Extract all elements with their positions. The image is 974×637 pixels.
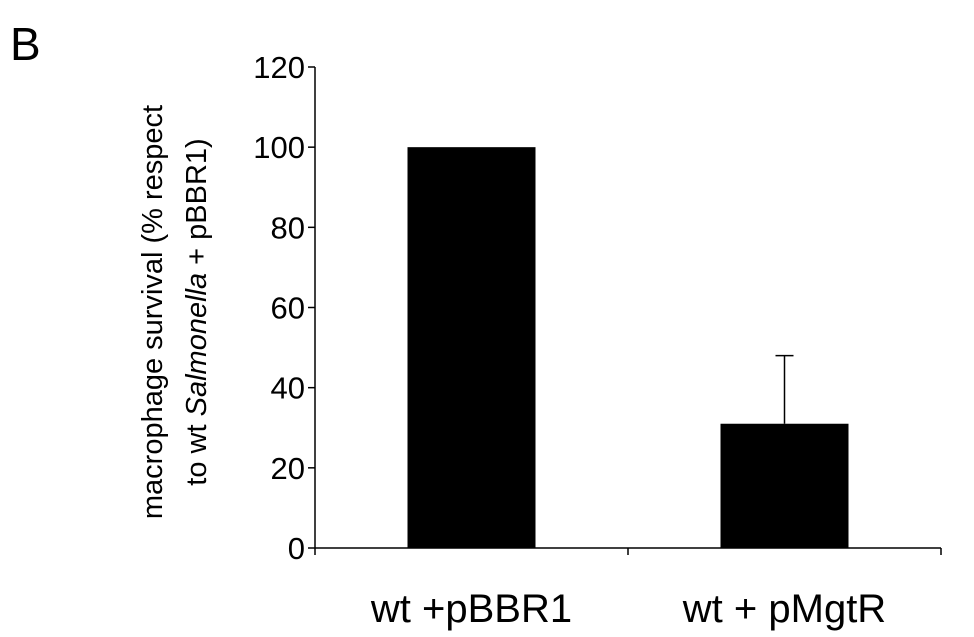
y-axis-title: macrophage survival (% respect to wt Sal…: [137, 105, 213, 519]
y-tick-label: 20: [271, 451, 305, 486]
y-tick-label: 80: [271, 210, 305, 245]
plot-area: 0 20 40 60 80 100 120 wt +pBBR1 wt + pMgtR: [253, 50, 942, 631]
x-category-label: wt + pMgtR: [682, 587, 886, 631]
y-tick-label: 120: [253, 50, 305, 85]
bar: [407, 147, 536, 548]
y-tick-label: 60: [271, 291, 305, 326]
y-tick-label: 100: [253, 130, 305, 165]
bar: [720, 423, 849, 548]
y-axis-title-line2: to wt Salmonella + pBBR1): [181, 138, 213, 485]
y-tick-label: 40: [271, 371, 305, 406]
x-category-label: wt +pBBR1: [370, 587, 572, 631]
y-axis-title-line1: macrophage survival (% respect: [137, 105, 169, 519]
y-tick-label: 0: [288, 531, 305, 566]
panel-label: B: [10, 18, 41, 70]
